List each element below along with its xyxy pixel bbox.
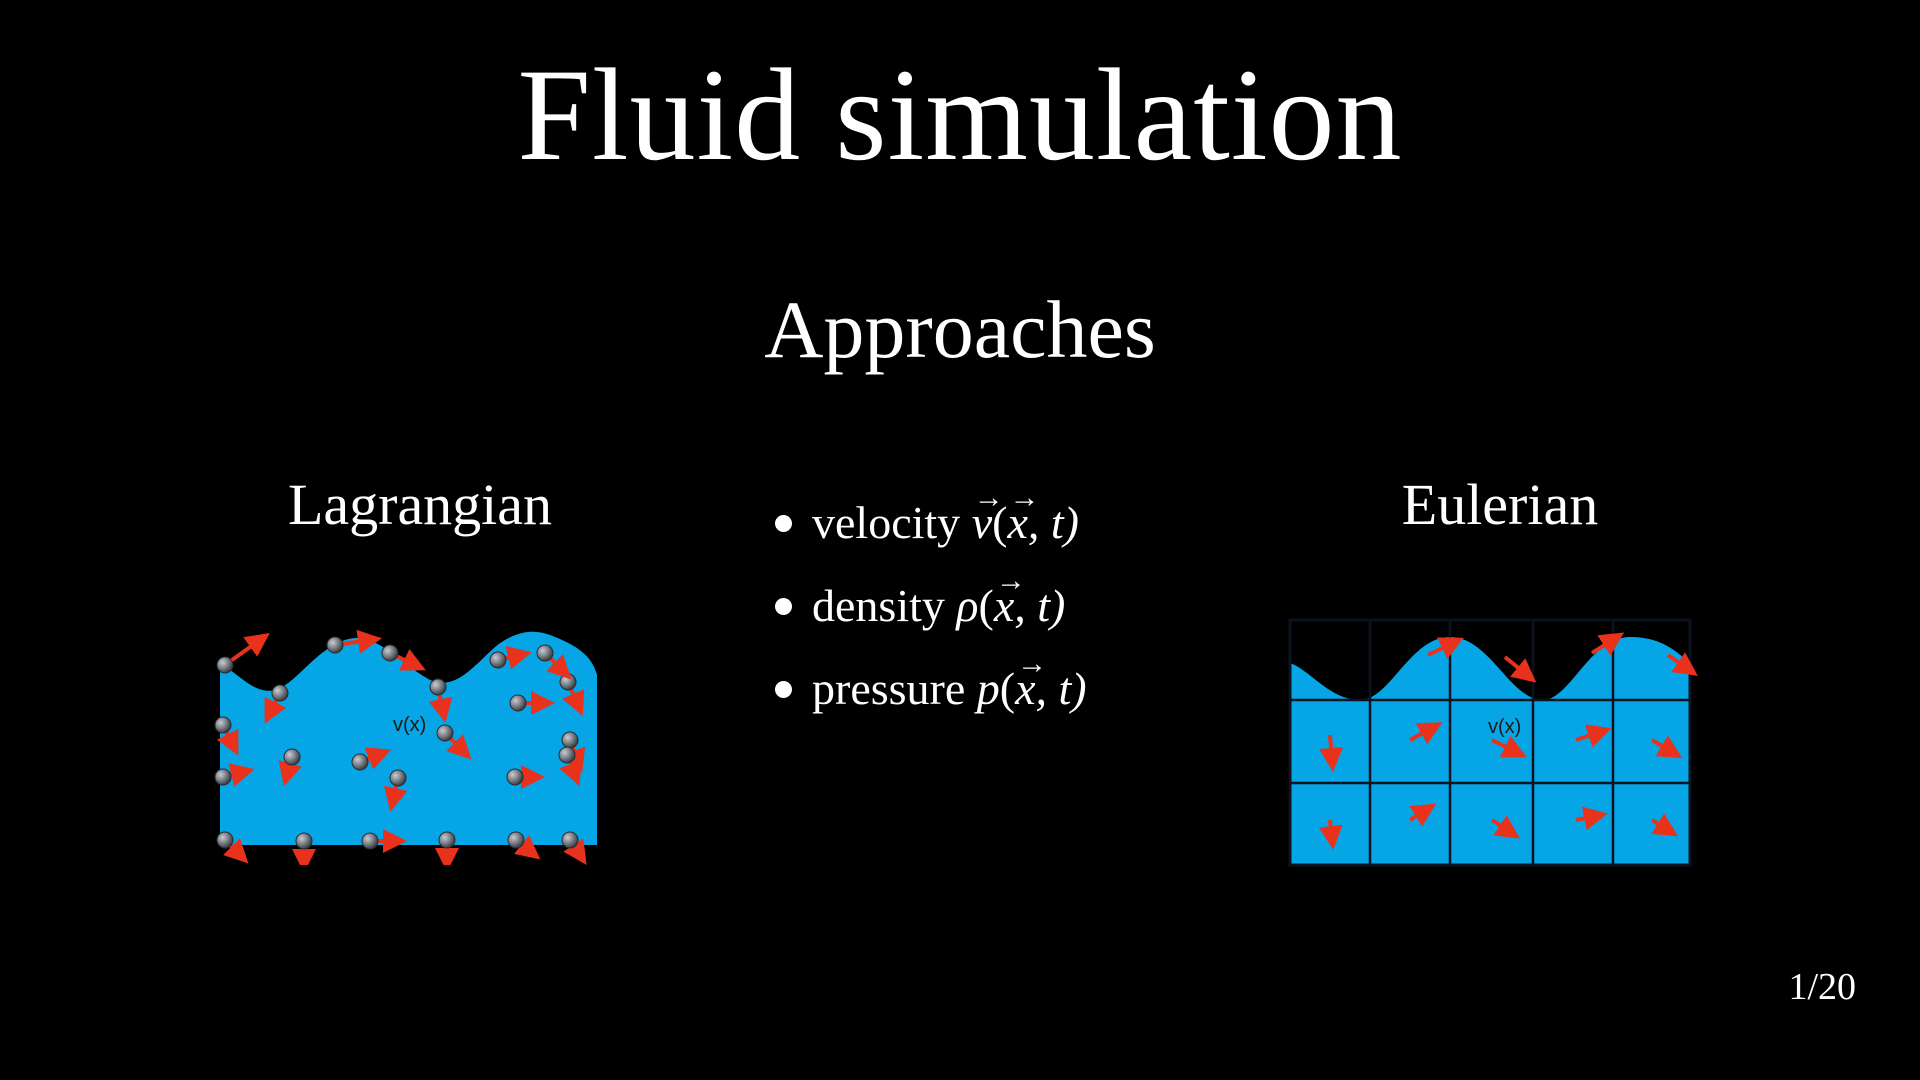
quantity-item-density: density ρ(x, t) — [775, 548, 1087, 656]
quantity-name: velocity — [812, 497, 961, 548]
particle — [438, 831, 456, 849]
particle — [214, 768, 232, 786]
bullet-dot — [775, 514, 792, 532]
quantity-item-pressure: pressure p(x, t) — [775, 631, 1087, 739]
particle — [509, 694, 527, 712]
particle — [214, 716, 232, 734]
eulerian-velocity-arrows — [1318, 632, 1698, 850]
eulerian-grid — [1288, 618, 1692, 867]
lagrangian-heading: Lagrangian — [287, 472, 553, 537]
velocity-arrow — [1490, 815, 1520, 839]
particle — [389, 769, 407, 787]
grid-border — [1288, 618, 1692, 867]
particle — [489, 651, 507, 669]
velocity-arrow — [1650, 813, 1679, 837]
velocity-arrow — [1408, 803, 1437, 827]
particle — [216, 656, 234, 674]
quantity-function-symbol: v — [972, 465, 1005, 556]
particle — [559, 673, 577, 691]
particle — [361, 832, 379, 850]
particle — [536, 644, 554, 662]
quantity-function-symbol: ρ — [956, 580, 979, 631]
quantity-open-paren: ( — [978, 580, 994, 631]
quantity-name: pressure — [812, 663, 966, 714]
eulerian-fluid-body — [1290, 637, 1690, 865]
particle — [506, 768, 524, 786]
slide-subtitle: Approaches — [764, 284, 1156, 375]
velocity-arrow — [1575, 724, 1612, 748]
quantity-argument: x — [994, 548, 1027, 639]
quantity-item-velocity: velocity v(x, t) — [775, 465, 1087, 573]
quantity-list: velocity v(x, t) density ρ(x, t) pressur… — [775, 465, 1087, 739]
slide-title: Fluid simulation — [517, 41, 1403, 188]
velocity-arrow — [1409, 722, 1443, 745]
velocity-arrow — [1319, 734, 1344, 772]
particle — [326, 636, 344, 654]
lagrangian-fluid-body — [220, 631, 597, 845]
quantity-name: density — [812, 580, 945, 631]
particle — [561, 831, 579, 849]
quantity-function-symbol: p — [976, 663, 1000, 714]
particle — [561, 731, 579, 749]
velocity-arrow — [1318, 819, 1343, 850]
velocity-arrow — [1590, 632, 1625, 656]
eulerian-heading: Eulerian — [1401, 472, 1599, 537]
bullet-dot — [775, 680, 792, 698]
lagrangian-particles — [214, 629, 587, 865]
eulerian-velocity-label: v(x) — [1488, 716, 1521, 738]
lagrangian-diagram: v(x) — [214, 629, 597, 865]
particle — [507, 831, 525, 849]
quantity-argument: x — [1007, 465, 1040, 556]
quantity-open-paren: ( — [999, 663, 1016, 714]
particle — [351, 753, 369, 771]
particle — [295, 832, 313, 850]
particle — [283, 748, 301, 766]
velocity-arrow — [1575, 806, 1608, 831]
lagrangian-velocity-label: v(x) — [393, 714, 426, 736]
velocity-arrow — [1491, 735, 1527, 758]
velocity-arrow — [1503, 655, 1537, 683]
velocity-arrow — [1666, 652, 1698, 676]
particle — [271, 684, 289, 702]
particle — [429, 678, 447, 696]
particle — [436, 724, 454, 742]
particle — [558, 746, 576, 764]
bullet-dot — [775, 597, 792, 615]
particle — [216, 831, 234, 849]
quantity-argument: x — [1015, 631, 1048, 722]
velocity-arrow — [1650, 735, 1683, 759]
page-number: 1/20 — [1788, 966, 1856, 1008]
particle — [381, 644, 399, 662]
velocity-arrow — [1427, 637, 1464, 660]
eulerian-diagram: v(x) — [1288, 618, 1698, 867]
